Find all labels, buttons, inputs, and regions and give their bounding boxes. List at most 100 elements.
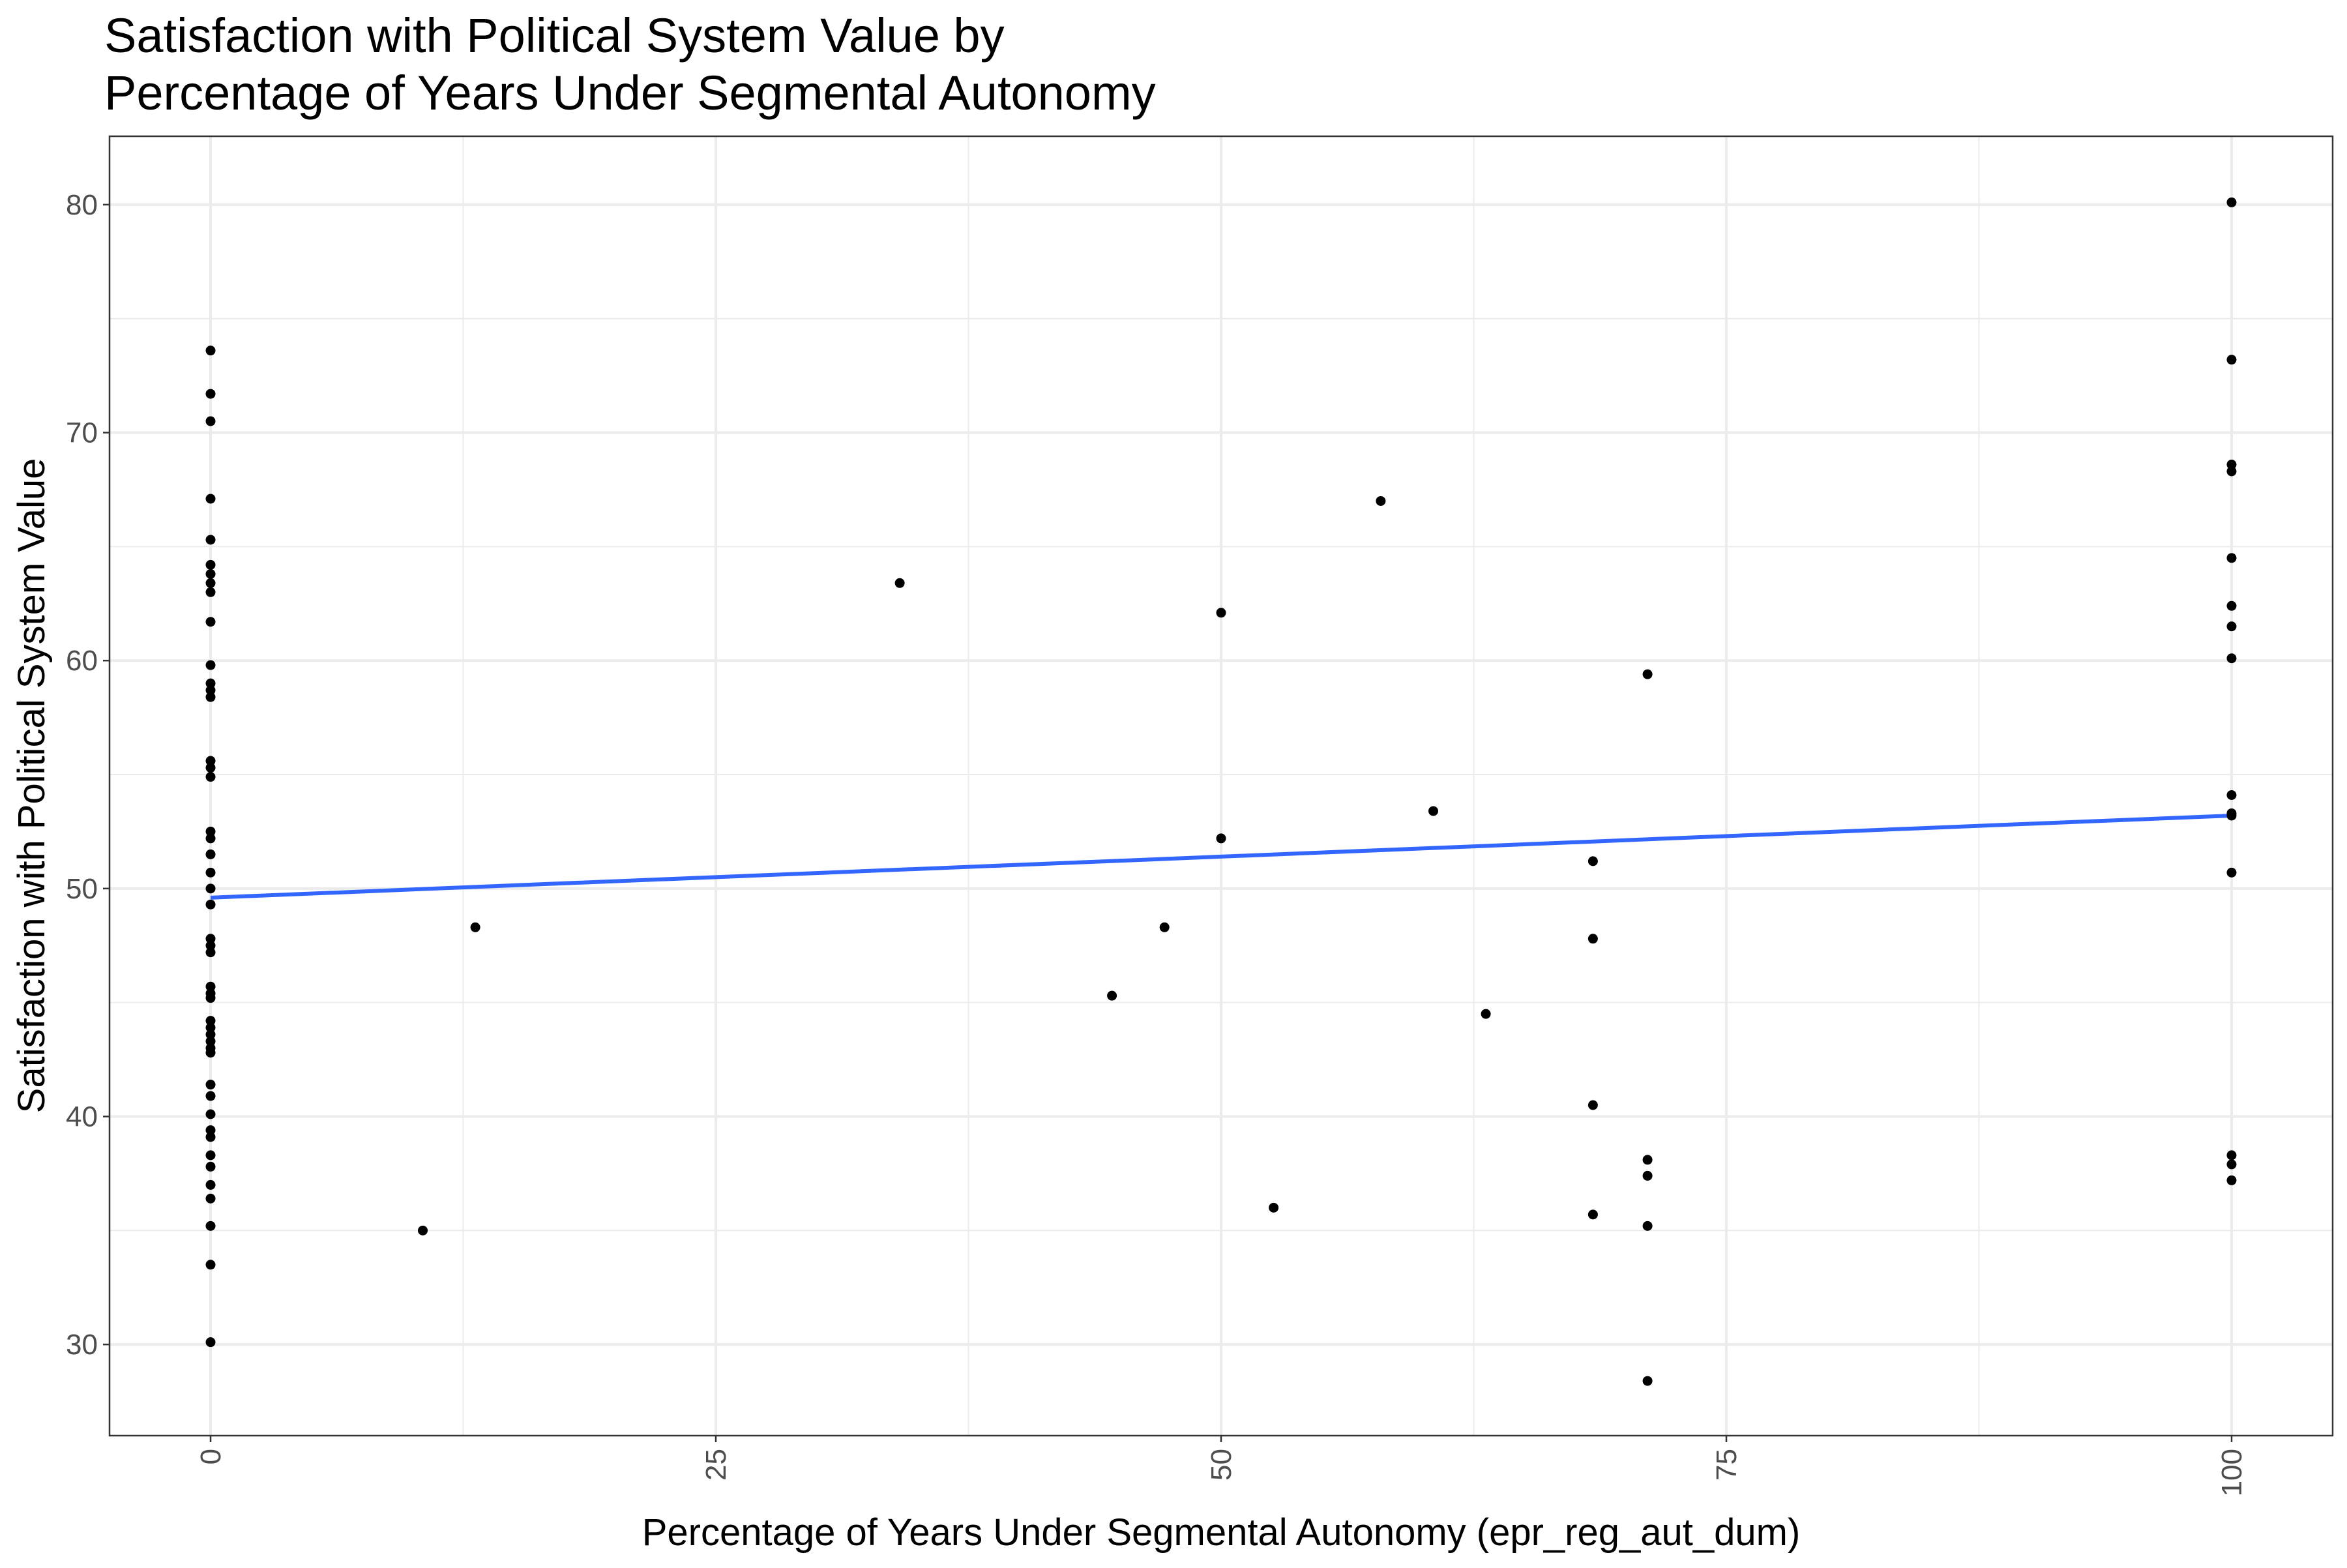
x-tick-label: 0 (195, 1449, 227, 1464)
data-point (205, 692, 216, 702)
data-point (205, 1193, 216, 1204)
data-point (1376, 496, 1386, 506)
data-point (205, 1220, 216, 1231)
data-point (205, 494, 216, 504)
data-points (205, 197, 2237, 1386)
x-tick-label: 25 (700, 1449, 732, 1481)
x-tick-label: 50 (1205, 1449, 1237, 1481)
data-point (2226, 790, 2237, 800)
data-point (205, 772, 216, 782)
data-point (205, 346, 216, 356)
data-point (205, 1125, 216, 1135)
data-point (205, 756, 216, 766)
data-point (1481, 1009, 1491, 1019)
data-point (470, 922, 480, 932)
data-point (205, 1080, 216, 1090)
data-point (2226, 600, 2237, 611)
data-point (2226, 1159, 2237, 1170)
data-point (205, 1150, 216, 1161)
data-point (205, 1036, 216, 1046)
data-point (2226, 810, 2237, 821)
y-tick-label: 30 (66, 1329, 98, 1361)
data-point (1642, 1376, 1653, 1386)
data-point (2226, 553, 2237, 563)
data-point (205, 826, 216, 836)
data-point (205, 833, 216, 844)
data-point (205, 569, 216, 579)
data-point (205, 1337, 216, 1348)
data-point (205, 934, 216, 944)
data-point (1642, 669, 1653, 679)
trend-line (210, 813, 2232, 900)
data-point (205, 1132, 216, 1142)
chart-title-line: Satisfaction with Political System Value… (104, 8, 1005, 63)
trend-line-group (210, 813, 2232, 900)
data-point (205, 389, 216, 399)
data-point (205, 981, 216, 992)
data-point (205, 678, 216, 688)
data-point (205, 849, 216, 859)
data-point (418, 1225, 428, 1235)
data-point (205, 940, 216, 951)
data-point (205, 1091, 216, 1101)
data-point (1159, 922, 1170, 932)
data-point (1642, 1220, 1653, 1231)
data-point (2226, 1175, 2237, 1185)
data-point (205, 559, 216, 570)
data-point (1216, 608, 1226, 618)
y-tick-label: 70 (66, 417, 98, 449)
y-tick-label: 80 (66, 189, 98, 221)
data-point (894, 578, 905, 588)
data-point (205, 1260, 216, 1270)
data-point (1587, 1100, 1598, 1110)
data-point (205, 660, 216, 670)
data-point (1587, 1209, 1598, 1220)
y-tick-label: 50 (66, 873, 98, 905)
y-tick-label: 40 (66, 1101, 98, 1132)
y-tick-label: 60 (66, 645, 98, 677)
data-point (1587, 934, 1598, 944)
data-point (205, 578, 216, 588)
data-point (205, 535, 216, 545)
major-grid (110, 136, 2333, 1436)
data-point (2226, 867, 2237, 878)
data-point (205, 685, 216, 696)
data-point (2226, 653, 2237, 664)
data-point (205, 1109, 216, 1119)
y-axis-title: Satisfaction with Political System Value (10, 458, 53, 1114)
x-axis: 0 25 50 75 100 (195, 1436, 2248, 1496)
x-axis-title: Percentage of Years Under Segmental Auto… (642, 1511, 1801, 1554)
data-point (205, 617, 216, 627)
data-point (205, 899, 216, 910)
data-point (2226, 621, 2237, 632)
chart-title-line: Percentage of Years Under Segmental Auto… (104, 66, 1156, 120)
data-point (2226, 1150, 2237, 1161)
data-point (205, 1179, 216, 1190)
data-point (1216, 833, 1226, 844)
data-point (205, 416, 216, 426)
data-point (1642, 1155, 1653, 1165)
data-point (205, 763, 216, 773)
data-point (205, 947, 216, 958)
chart-title: Satisfaction with Political System Value… (104, 8, 1156, 120)
data-point (205, 1161, 216, 1172)
data-point (2226, 355, 2237, 365)
data-point (2226, 459, 2237, 469)
data-point (205, 1048, 216, 1058)
data-point (205, 867, 216, 878)
data-point (205, 883, 216, 894)
data-point (1107, 990, 1117, 1001)
x-tick-label: 75 (1711, 1449, 1743, 1481)
y-axis: 30 40 50 60 70 80 (66, 189, 110, 1361)
data-point (205, 1022, 216, 1033)
data-point (205, 1016, 216, 1026)
data-point (1587, 856, 1598, 866)
data-point (1428, 806, 1438, 816)
data-point (2226, 466, 2237, 477)
data-point (1642, 1170, 1653, 1181)
data-point (205, 587, 216, 597)
data-point (2226, 197, 2237, 207)
data-point (205, 993, 216, 1003)
